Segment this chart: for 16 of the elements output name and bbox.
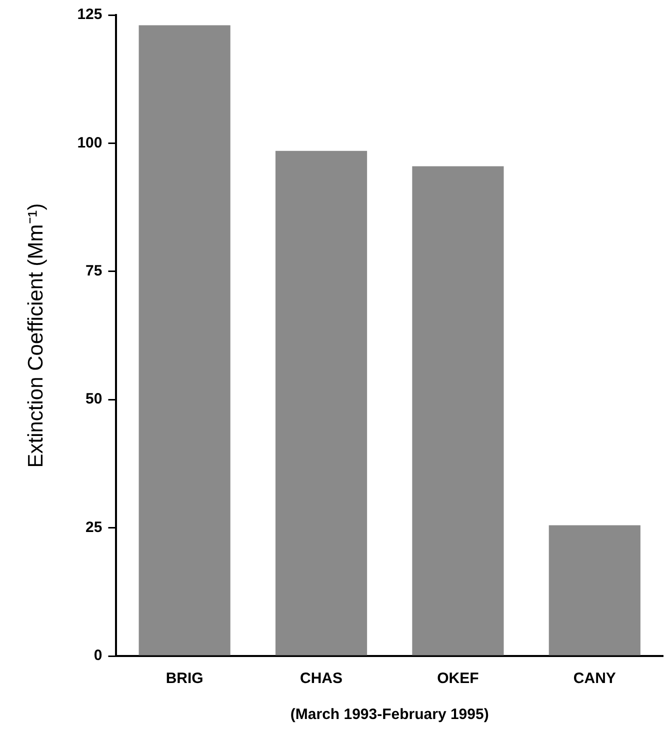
x-axis-title: (March 1993-February 1995) — [290, 706, 489, 724]
x-tick-label: CANY — [573, 670, 616, 688]
x-tick-label: CHAS — [300, 670, 343, 688]
bar — [275, 150, 368, 656]
y-tick-label: 100 — [77, 134, 102, 152]
bar — [138, 25, 230, 656]
y-tick-label: 50 — [86, 390, 102, 408]
x-tick-label: BRIG — [166, 670, 204, 688]
y-axis-title: Extinction Coefficient (Mm⁻¹) — [24, 203, 48, 468]
y-tick-label: 75 — [86, 262, 102, 280]
bar — [412, 166, 504, 656]
y-tick-label: 125 — [77, 6, 102, 24]
y-tick-label: 0 — [94, 647, 102, 664]
bar — [548, 525, 640, 656]
y-tick-label: 25 — [86, 518, 102, 536]
x-tick-label: OKEF — [437, 670, 479, 688]
